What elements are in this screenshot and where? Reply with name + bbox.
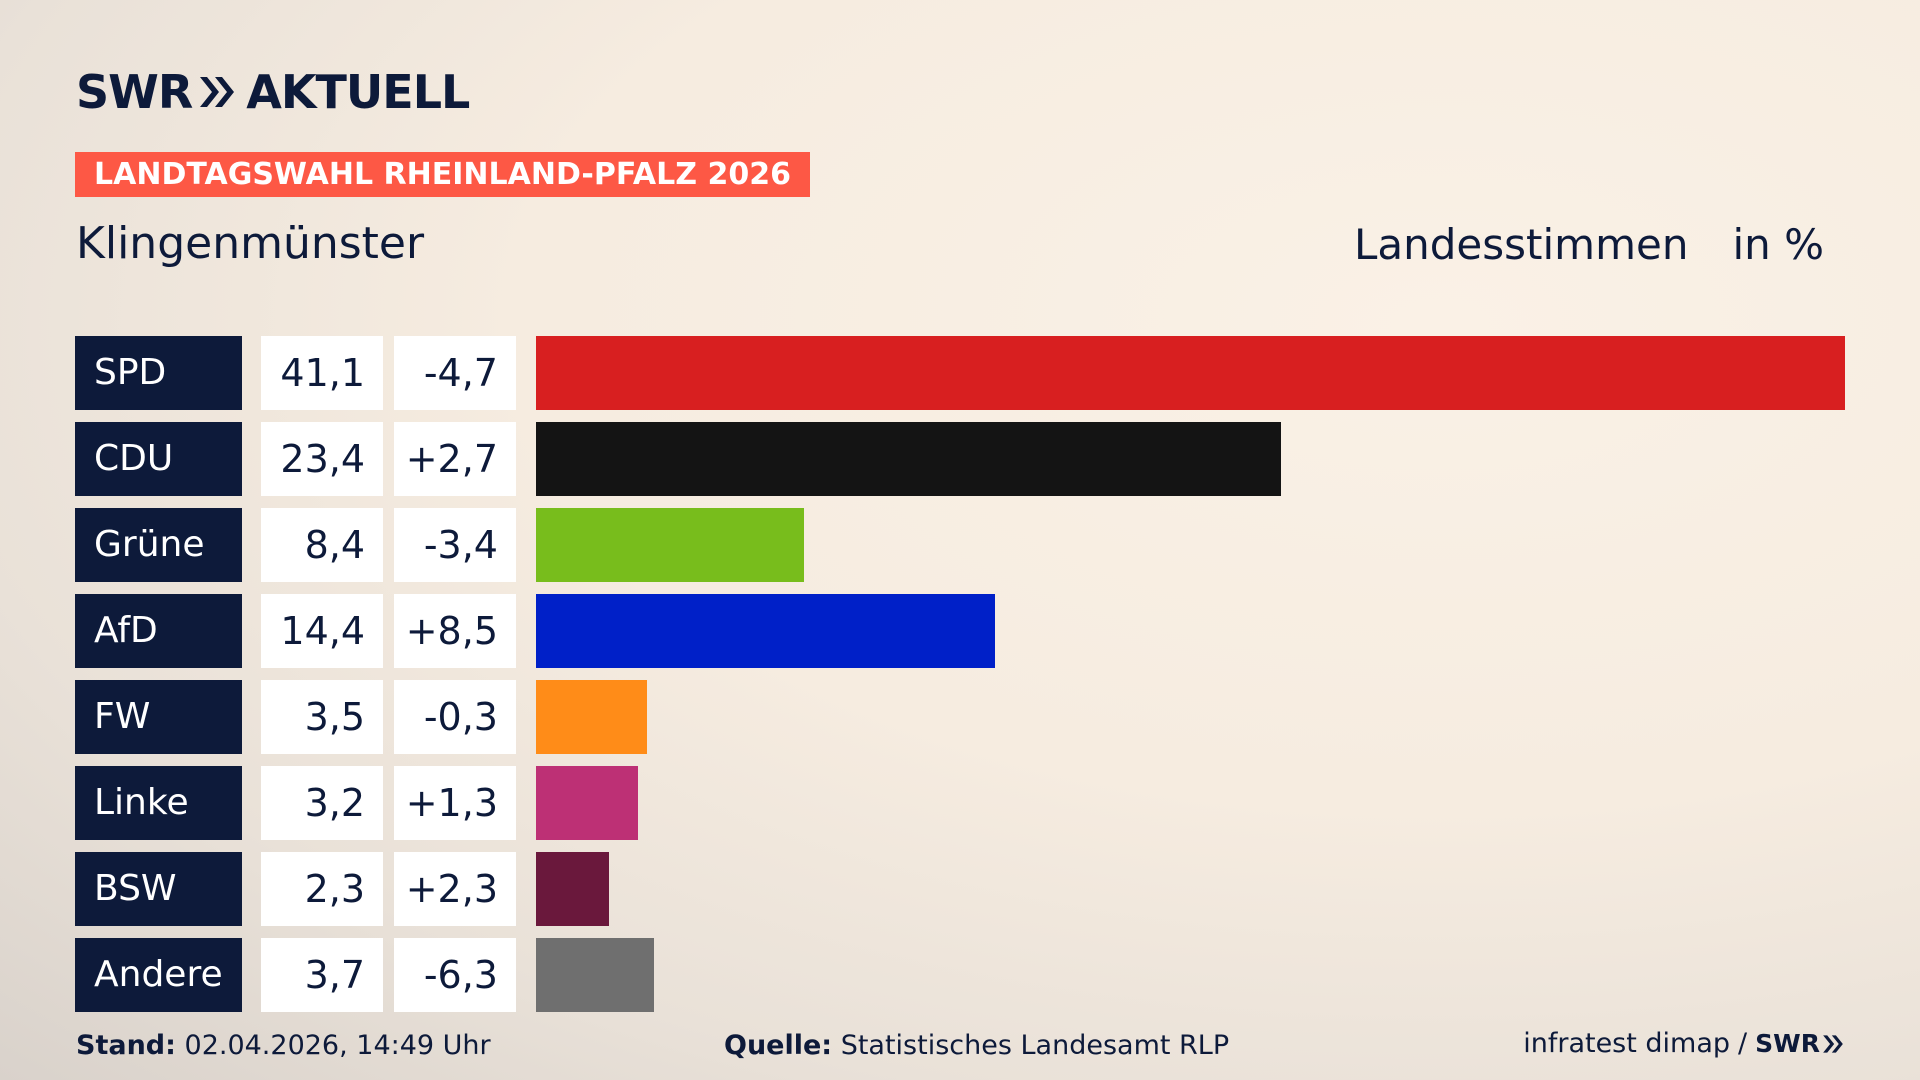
result-row: Linke 3,2 +1,3 xyxy=(75,766,1845,840)
party-label: CDU xyxy=(75,422,242,496)
change-value: -4,7 xyxy=(394,336,516,410)
share-value: 3,5 xyxy=(261,680,383,754)
share-value: 3,2 xyxy=(261,766,383,840)
result-row: Andere 3,7 -6,3 xyxy=(75,938,1845,1012)
change-value: +2,3 xyxy=(394,852,516,926)
party-label: SPD xyxy=(75,336,242,410)
share-bar xyxy=(536,594,995,668)
share-bar xyxy=(536,766,638,840)
stand-label: Stand: xyxy=(76,1030,176,1061)
share-value: 41,1 xyxy=(261,336,383,410)
election-banner: LANDTAGSWAHL RHEINLAND-PFALZ 2026 xyxy=(75,152,810,197)
credit-text: infratest dimap xyxy=(1523,1028,1731,1059)
stand-info: Stand: 02.04.2026, 14:49 Uhr xyxy=(76,1030,491,1061)
unit-label: in % xyxy=(1732,220,1824,269)
share-value: 14,4 xyxy=(261,594,383,668)
logo-swr-text: SWR xyxy=(76,65,193,119)
measure-label: Landesstimmen xyxy=(1354,220,1689,269)
result-row: FW 3,5 -0,3 xyxy=(75,680,1845,754)
logo-aktuell-text: AKTUELL xyxy=(246,65,470,119)
party-label: Andere xyxy=(75,938,242,1012)
share-bar xyxy=(536,508,804,582)
source-info: Quelle: Statistisches Landesamt RLP xyxy=(724,1030,1229,1061)
share-bar xyxy=(536,938,654,1012)
result-row: Grüne 8,4 -3,4 xyxy=(75,508,1845,582)
party-label: FW xyxy=(75,680,242,754)
result-row: BSW 2,3 +2,3 xyxy=(75,852,1845,926)
share-bar xyxy=(536,422,1281,496)
party-label: BSW xyxy=(75,852,242,926)
change-value: +1,3 xyxy=(394,766,516,840)
share-value: 3,7 xyxy=(261,938,383,1012)
party-label: Linke xyxy=(75,766,242,840)
footer-swr-text: SWR xyxy=(1755,1029,1820,1058)
share-value: 23,4 xyxy=(261,422,383,496)
result-row: CDU 23,4 +2,7 xyxy=(75,422,1845,496)
share-value: 2,3 xyxy=(261,852,383,926)
double-chevron-icon xyxy=(198,75,236,109)
footer-swr-logo: SWR xyxy=(1755,1029,1844,1058)
party-label: AfD xyxy=(75,594,242,668)
stand-value: 02.04.2026, 14:49 Uhr xyxy=(184,1030,491,1061)
place-name: Klingenmünster xyxy=(76,218,425,269)
change-value: -6,3 xyxy=(394,938,516,1012)
change-value: +8,5 xyxy=(394,594,516,668)
source-value: Statistisches Landesamt RLP xyxy=(840,1030,1230,1061)
share-bar xyxy=(536,680,647,754)
credit-info: infratest dimap / SWR xyxy=(1523,1028,1844,1059)
change-value: -3,4 xyxy=(394,508,516,582)
share-bar xyxy=(536,852,609,926)
source-label: Quelle: xyxy=(724,1030,833,1061)
footer-chevron-icon xyxy=(1823,1034,1843,1053)
share-bar xyxy=(536,336,1845,410)
credit-separator: / xyxy=(1738,1028,1748,1059)
result-row: AfD 14,4 +8,5 xyxy=(75,594,1845,668)
swr-aktuell-logo: SWR AKTUELL xyxy=(76,65,470,119)
share-value: 8,4 xyxy=(261,508,383,582)
result-row: SPD 41,1 -4,7 xyxy=(75,336,1845,410)
party-label: Grüne xyxy=(75,508,242,582)
change-value: +2,7 xyxy=(394,422,516,496)
change-value: -0,3 xyxy=(394,680,516,754)
